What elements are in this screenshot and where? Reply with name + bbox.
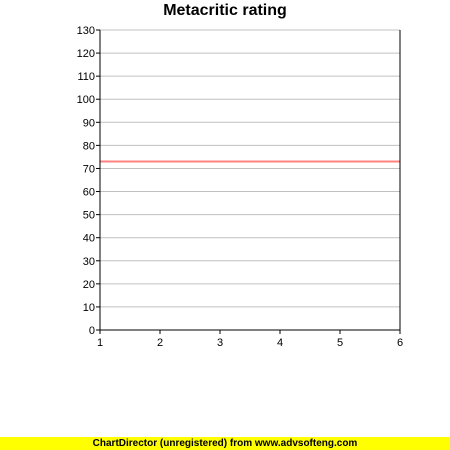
y-tick-label-0: 0	[89, 325, 95, 337]
x-tick-label-6: 6	[397, 337, 403, 349]
y-tick-label-10: 10	[83, 302, 95, 314]
y-tick-label-80: 80	[83, 140, 95, 152]
y-tick-label-60: 60	[83, 187, 95, 199]
x-tick-label-4: 4	[277, 337, 283, 349]
y-tick-label-70: 70	[83, 163, 95, 175]
y-axis-ticks: 0 10 20 30 40 50 60 70 80 90 100 110 120 130	[77, 25, 100, 337]
axes	[99, 30, 401, 331]
x-axis-ticks: 1 2 3 4 5 6	[97, 330, 403, 349]
y-tick-label-120: 120	[77, 48, 95, 60]
footer-watermark: ChartDirector (unregistered) from www.ad…	[0, 437, 450, 450]
y-tick-label-100: 100	[77, 94, 95, 106]
x-tick-label-3: 3	[217, 337, 223, 349]
y-tick-label-90: 90	[83, 117, 95, 129]
x-tick-label-5: 5	[337, 337, 343, 349]
y-tick-label-130: 130	[77, 25, 95, 37]
chart-title: Metacritic rating	[163, 2, 287, 19]
x-tick-label-2: 2	[157, 337, 163, 349]
x-tick-label-1: 1	[97, 337, 103, 349]
y-tick-label-50: 50	[83, 210, 95, 222]
y-tick-label-20: 20	[83, 279, 95, 291]
grid-lines	[100, 29, 400, 308]
y-tick-label-110: 110	[77, 71, 95, 83]
y-tick-label-30: 30	[83, 256, 95, 268]
y-tick-label-40: 40	[83, 233, 95, 245]
